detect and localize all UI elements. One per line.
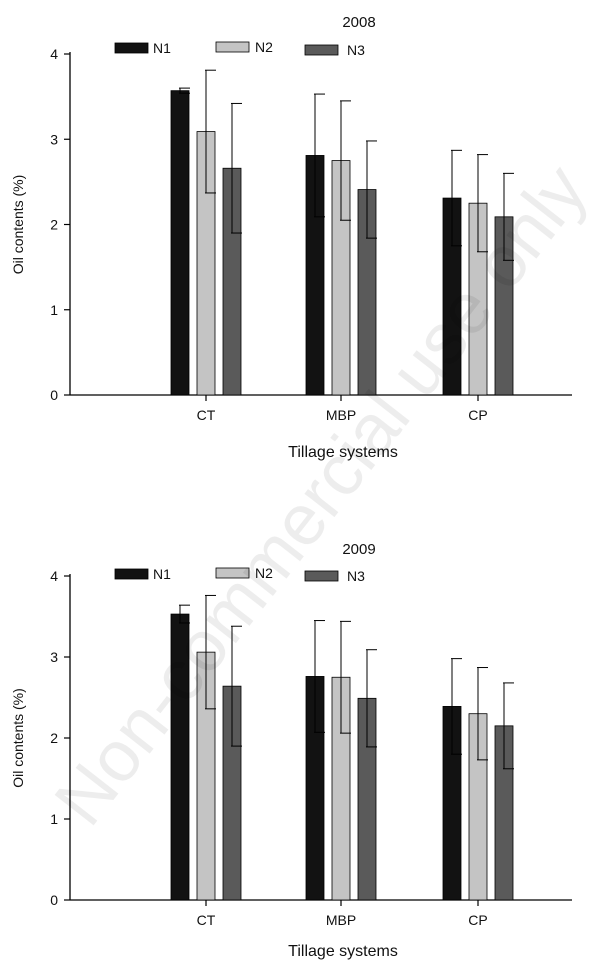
x-axis-label: Tillage systems [288, 444, 398, 461]
bar-N1-CT [170, 613, 190, 901]
y-tick-label: 3 [50, 649, 58, 665]
x-tick-label: CP [468, 912, 487, 928]
legend-label-N3: N3 [347, 568, 365, 584]
legend-label-N1: N1 [153, 566, 171, 582]
y-tick-label: 1 [50, 811, 58, 827]
legend-swatch-N2 [215, 41, 250, 53]
y-tick-label: 3 [50, 131, 58, 147]
x-tick-label: MBP [326, 912, 356, 928]
x-tick-label: CP [468, 407, 487, 423]
x-axis-label: Tillage systems [288, 943, 398, 960]
y-axis-label: Oil contents (%) [10, 688, 26, 788]
y-tick-label: 0 [50, 892, 58, 908]
legend-swatch-N2 [215, 567, 250, 579]
y-tick-label: 4 [50, 46, 58, 62]
x-tick-label: CT [197, 407, 216, 423]
bar-N1-CT [170, 90, 190, 396]
y-tick-label: 4 [50, 568, 58, 584]
legend-swatch-N1 [114, 568, 149, 580]
x-tick-label: CT [197, 912, 216, 928]
x-tick-label: MBP [326, 407, 356, 423]
chart-title: 2009 [342, 541, 375, 558]
legend-swatch-N3 [304, 44, 339, 56]
legend-swatch-N3 [304, 570, 339, 582]
chart-panel-2009: 2009 0 1 2 3 4 Oil contents (%) CT MBP CP Tillage … [10, 541, 572, 960]
y-tick-label: 1 [50, 302, 58, 318]
legend-label-N1: N1 [153, 40, 171, 56]
y-axis-label: Oil contents (%) [10, 175, 26, 275]
y-tick-label: 2 [50, 730, 58, 746]
legend-label-N2: N2 [255, 39, 273, 55]
legend-swatch-N1 [114, 42, 149, 54]
legend-label-N2: N2 [255, 565, 273, 581]
y-tick-label: 0 [50, 387, 58, 403]
chart-panel-2008: 2008 0 1 2 3 4 Oil contents (%) CT MBP CP Tillage … [10, 14, 572, 461]
chart-title: 2008 [342, 14, 375, 31]
y-tick-label: 2 [50, 217, 58, 233]
legend-label-N3: N3 [347, 42, 365, 58]
